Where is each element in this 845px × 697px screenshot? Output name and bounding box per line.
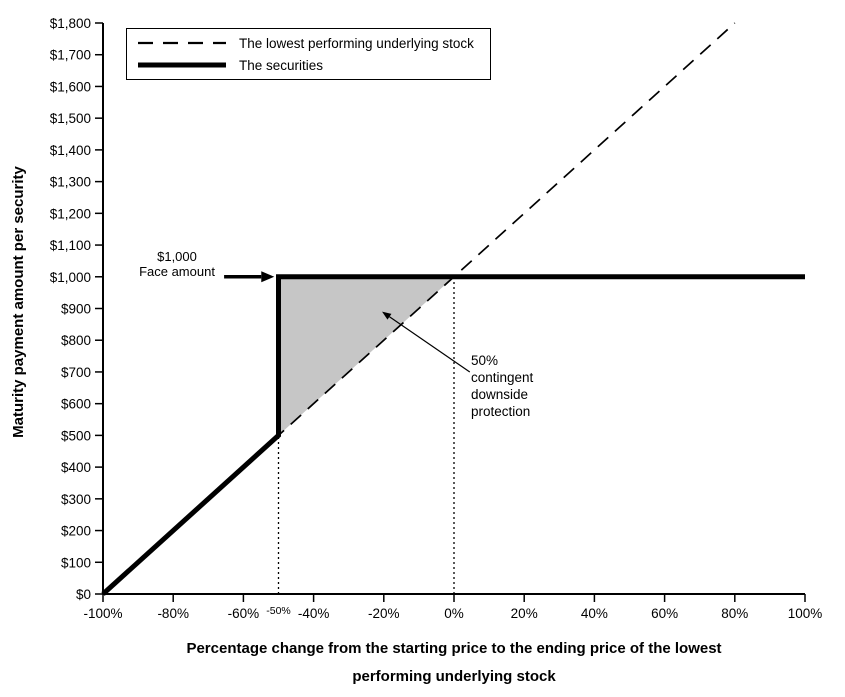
x-tick-label: 80% bbox=[721, 606, 748, 621]
y-tick-label: $1,800 bbox=[50, 16, 91, 31]
y-tick-label: $1,100 bbox=[50, 238, 91, 253]
x-tick-label: 20% bbox=[511, 606, 538, 621]
y-tick-label: $1,600 bbox=[50, 79, 91, 94]
y-tick-label: $0 bbox=[76, 587, 91, 602]
y-tick-label: $100 bbox=[61, 555, 91, 570]
face-amount-line2: Face amount bbox=[139, 264, 215, 279]
y-tick-label: $800 bbox=[61, 333, 91, 348]
y-tick-label: $1,700 bbox=[50, 48, 91, 63]
legend-item-underlying: The lowest performing underlying stock bbox=[138, 33, 474, 53]
x-tick-label: -20% bbox=[368, 606, 400, 621]
y-tick-label: $1,400 bbox=[50, 143, 91, 158]
face-amount-line1: $1,000 bbox=[157, 249, 197, 264]
x-tick-label: -100% bbox=[83, 606, 122, 621]
protection-arrow bbox=[389, 316, 471, 373]
y-axis-title: Maturity payment amount per security bbox=[10, 166, 27, 438]
solid-line-icon bbox=[138, 62, 226, 68]
y-tick-label: $700 bbox=[61, 365, 91, 380]
x-tick-label: -60% bbox=[228, 606, 260, 621]
x-axis-title-line1: Percentage change from the starting pric… bbox=[186, 640, 722, 657]
x-extra-tick-label: -50% bbox=[266, 605, 291, 617]
y-tick-label: $1,500 bbox=[50, 111, 91, 126]
x-tick-label: 100% bbox=[788, 606, 823, 621]
x-tick-label: -80% bbox=[157, 606, 189, 621]
y-tick-label: $600 bbox=[61, 397, 91, 412]
legend-label-underlying: The lowest performing underlying stock bbox=[239, 35, 474, 51]
y-tick-label: $200 bbox=[61, 524, 91, 539]
protection-line4: protection bbox=[471, 404, 531, 419]
face-amount-annotation: $1,000 Face amount bbox=[130, 249, 224, 279]
y-tick-label: $500 bbox=[61, 428, 91, 443]
x-tick-label: -40% bbox=[298, 606, 330, 621]
legend-item-securities: The securities bbox=[138, 55, 474, 75]
y-tick-label: $1,200 bbox=[50, 206, 91, 221]
x-tick-label: 0% bbox=[444, 606, 464, 621]
x-tick-label: 60% bbox=[651, 606, 678, 621]
x-axis-title-line2: performing underlying stock bbox=[352, 668, 556, 685]
y-tick-label: $900 bbox=[61, 302, 91, 317]
protection-annotation: 50% contingent downside protection bbox=[471, 352, 533, 420]
x-axis-title: Percentage change from the starting pric… bbox=[64, 640, 844, 685]
y-tick-label: $300 bbox=[61, 492, 91, 507]
legend-label-securities: The securities bbox=[239, 57, 324, 73]
y-tick-label: $1,000 bbox=[50, 270, 91, 285]
dashed-line-icon bbox=[138, 41, 226, 45]
legend: The lowest performing underlying stock T… bbox=[126, 28, 491, 80]
protection-arrow-head bbox=[382, 311, 392, 320]
series-securities-line bbox=[101, 274, 805, 596]
x-tick-label: 40% bbox=[581, 606, 608, 621]
protection-line2: contingent bbox=[471, 370, 534, 385]
protection-line3: downside bbox=[471, 387, 529, 402]
face-amount-arrow-head bbox=[261, 271, 275, 283]
y-tick-label: $1,300 bbox=[50, 175, 91, 190]
protection-line1: 50% bbox=[471, 353, 499, 368]
y-tick-label: $400 bbox=[61, 460, 91, 475]
